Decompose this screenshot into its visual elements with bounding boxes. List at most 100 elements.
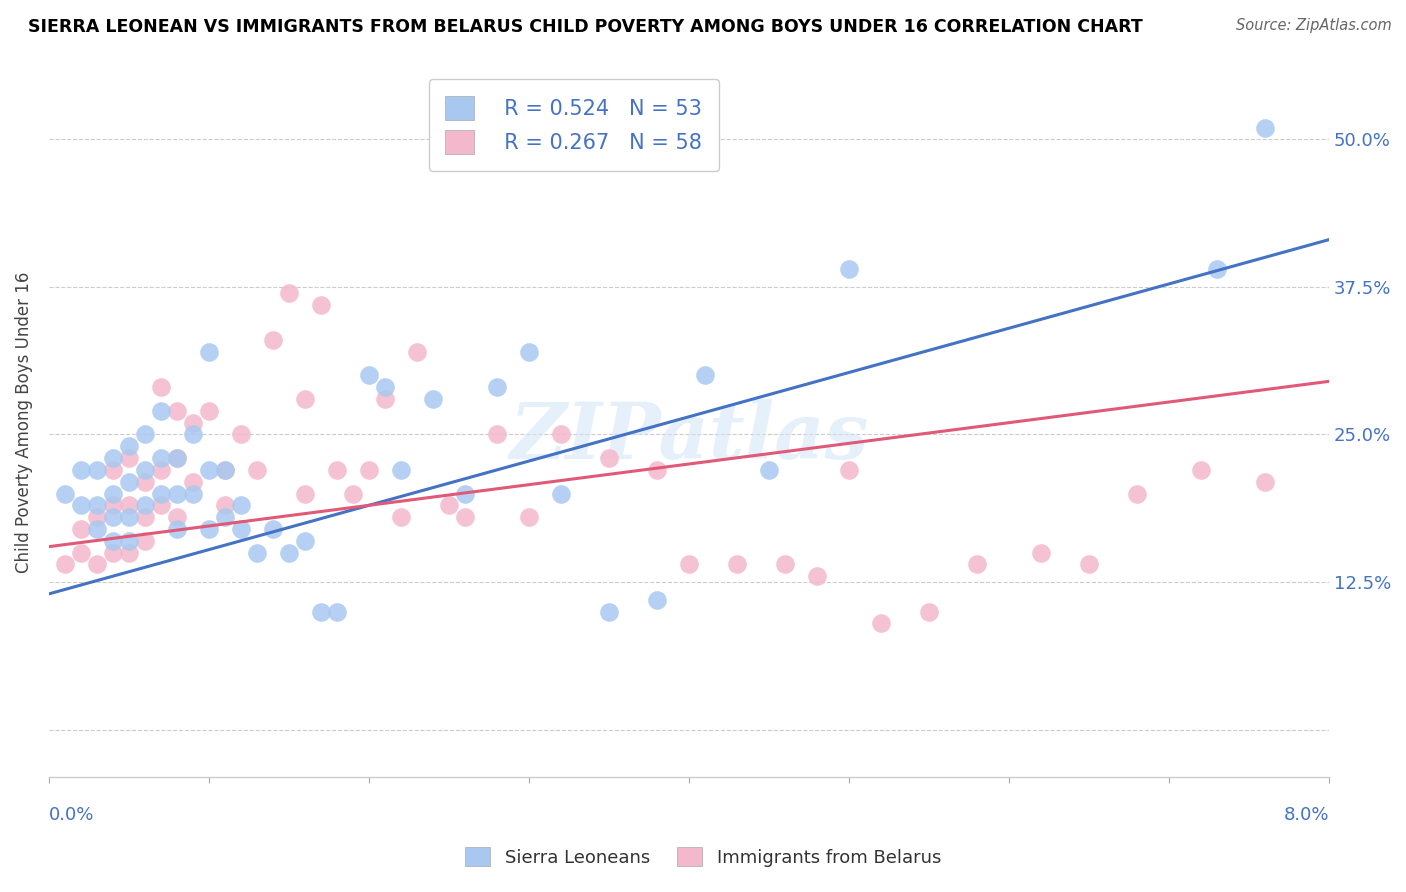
Point [725,558,748,572]
Point [101,510,124,524]
Point [485,427,508,442]
Point [278,545,301,559]
Point [214,499,236,513]
Point [309,298,332,312]
Point [294,392,316,406]
Point [86,463,108,477]
Point [1126,486,1149,500]
Point [166,486,188,500]
Point [645,592,668,607]
Point [118,499,141,513]
Point [70,522,93,536]
Point [101,463,124,477]
Point [326,463,349,477]
Point [485,380,508,394]
Point [966,558,988,572]
Point [86,510,108,524]
Point [149,486,172,500]
Point [918,605,941,619]
Point [198,344,221,359]
Point [214,463,236,477]
Text: Source: ZipAtlas.com: Source: ZipAtlas.com [1236,18,1392,33]
Point [118,439,141,453]
Point [773,558,796,572]
Point [149,451,172,466]
Point [214,510,236,524]
Point [229,499,252,513]
Point [838,463,860,477]
Point [294,486,316,500]
Legend:   R = 0.524   N = 53,   R = 0.267   N = 58: R = 0.524 N = 53, R = 0.267 N = 58 [429,78,718,170]
Point [309,605,332,619]
Point [134,499,156,513]
Point [869,616,891,631]
Point [86,522,108,536]
Point [229,522,252,536]
Point [181,475,204,489]
Point [118,451,141,466]
Point [134,427,156,442]
Point [101,451,124,466]
Point [693,368,716,383]
Point [598,605,620,619]
Point [198,522,221,536]
Point [166,451,188,466]
Point [198,463,221,477]
Point [262,522,284,536]
Point [118,475,141,489]
Point [86,499,108,513]
Point [198,404,221,418]
Y-axis label: Child Poverty Among Boys Under 16: Child Poverty Among Boys Under 16 [15,272,32,574]
Point [53,486,76,500]
Point [374,380,396,394]
Point [166,510,188,524]
Point [214,463,236,477]
Point [454,510,477,524]
Text: 0.0%: 0.0% [49,806,94,824]
Legend: Sierra Leoneans, Immigrants from Belarus: Sierra Leoneans, Immigrants from Belarus [458,840,948,874]
Point [422,392,444,406]
Point [246,545,269,559]
Point [389,510,412,524]
Point [517,344,540,359]
Point [1077,558,1099,572]
Point [262,333,284,347]
Point [181,416,204,430]
Point [149,499,172,513]
Point [406,344,429,359]
Point [166,451,188,466]
Point [70,545,93,559]
Point [454,486,477,500]
Point [101,533,124,548]
Point [101,545,124,559]
Point [101,486,124,500]
Point [229,427,252,442]
Point [550,486,572,500]
Point [437,499,460,513]
Point [758,463,780,477]
Point [294,533,316,548]
Point [1254,475,1277,489]
Point [166,404,188,418]
Point [149,404,172,418]
Point [806,569,828,583]
Text: ZIPatlas: ZIPatlas [509,399,869,475]
Point [326,605,349,619]
Point [645,463,668,477]
Point [1205,262,1227,277]
Point [357,463,380,477]
Point [70,463,93,477]
Point [181,486,204,500]
Point [1189,463,1212,477]
Point [838,262,860,277]
Text: SIERRA LEONEAN VS IMMIGRANTS FROM BELARUS CHILD POVERTY AMONG BOYS UNDER 16 CORR: SIERRA LEONEAN VS IMMIGRANTS FROM BELARU… [28,18,1143,36]
Point [342,486,364,500]
Point [53,558,76,572]
Point [678,558,700,572]
Point [118,533,141,548]
Point [550,427,572,442]
Point [246,463,269,477]
Point [389,463,412,477]
Point [357,368,380,383]
Point [118,545,141,559]
